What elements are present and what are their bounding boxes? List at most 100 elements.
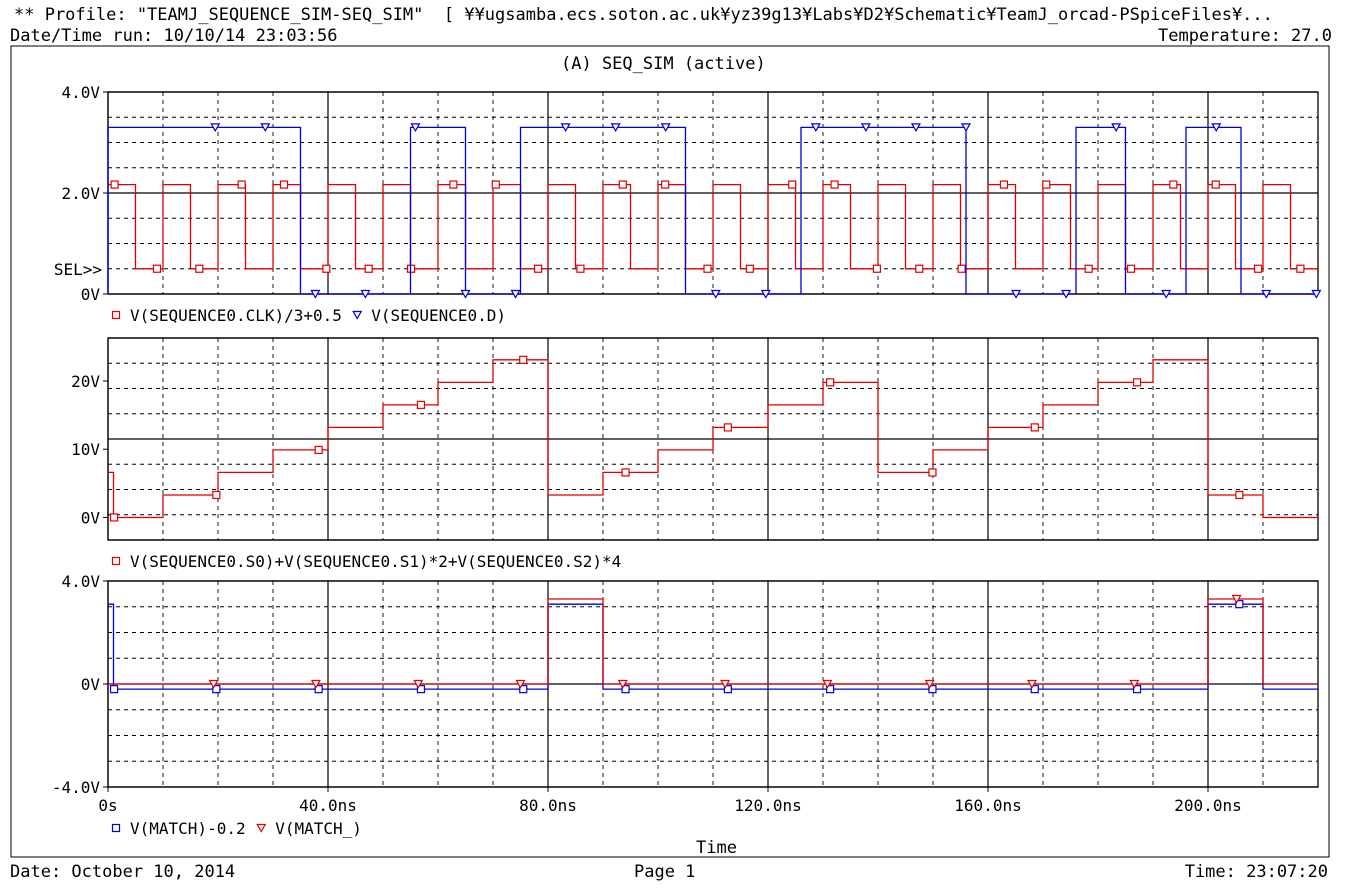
series-marker [360,289,371,299]
series-marker [510,289,521,299]
series-marker [720,679,731,689]
series-marker [533,264,543,273]
legend-marker [256,823,267,833]
series-marker [410,123,421,133]
series-marker [1161,289,1172,299]
series-marker [621,685,630,694]
plot-frame [107,337,1319,541]
x-tick-label: 40.0ns [299,796,357,815]
series-marker [1042,180,1051,189]
series-marker [210,123,221,133]
series-marker [810,123,821,133]
series-1 [108,355,1318,522]
series-marker [260,123,271,133]
series-marker [872,264,882,273]
series-marker [826,378,835,387]
series-marker [314,445,323,455]
x-tick-label: 200.0ns [1174,796,1241,815]
series-marker [1211,180,1220,189]
series-marker [915,264,924,273]
series-marker [1084,264,1093,273]
series-line [108,183,1318,270]
x-tick-label: 0s [98,796,117,815]
series-marker [519,355,528,364]
outer-frame [10,45,1330,858]
series-marker [723,423,732,432]
legend-label: V(MATCH_) [275,819,362,838]
x-tick-label: 160.0ns [954,796,1021,815]
y-tick-label: 4.0V [61,83,100,102]
sel-marker-label: SEL>> [54,260,102,279]
series-marker [364,264,373,273]
series-marker [826,685,835,694]
series-marker [1261,289,1272,299]
y-tick-label: 4.0V [61,572,100,591]
series-marker [910,123,921,133]
series-marker [999,180,1009,189]
series-marker [617,679,628,689]
series-marker [860,123,871,133]
series-marker [928,685,937,694]
y-tick-label: 10V [71,440,100,459]
series-marker [1169,180,1178,189]
series-marker [957,264,966,273]
series-marker [1011,289,1022,299]
series-marker [1311,289,1322,299]
series-marker [830,180,839,189]
legend-label: V(MATCH)-0.2 [130,819,246,838]
series-marker [310,289,321,299]
x-tick-label: 120.0ns [734,796,801,815]
series-marker [745,264,754,273]
legend-marker [352,310,363,320]
legend-label: V(SEQUENCE0.S0)+V(SEQUENCE0.S1)*2+V(SEQU… [130,552,621,571]
legend-marker [111,310,121,320]
datetime-run: Date/Time run: 10/10/14 23:03:56 [10,26,338,46]
legend-label: V(SEQUENCE0.CLK)/3+0.5 [130,306,342,325]
series-marker [723,685,732,694]
y-tick-label: 0V [81,508,101,527]
plot-1: 4.0V 2.0V 0V SEL>> V(SEQUENCE0.CLK)/3+0.5 V(S… [54,83,1322,325]
footer-time: Time: 23:07:20 [1184,862,1328,882]
series-marker [110,180,119,189]
x-tick-label: 80.0ns [519,796,577,815]
series-marker [703,264,712,273]
series-marker [560,123,571,133]
series-marker [576,264,585,273]
profile-line: ** Profile: "TEAMJ_SEQUENCE_SIM-SEQ_SIM"… [14,5,1273,25]
plot-2: 20V 10V 0V V(SEQUENCE0.S0)+V(SEQUENCE0.S1)*… [71,337,1319,571]
x-axis-label: Time [696,838,737,858]
series-marker [1030,685,1039,694]
series-marker [618,180,627,189]
series-line [108,598,1318,685]
y-tick-label: 0V [81,675,101,694]
series-marker [314,685,323,694]
series-marker [515,679,526,689]
series-marker [1132,378,1142,387]
series-marker [322,264,331,273]
series-marker [310,679,321,689]
series-marker [760,289,771,299]
series-marker [1026,679,1038,689]
series-marker [519,685,528,694]
series-marker [710,289,721,299]
temperature: Temperature: 27.0 [1158,26,1332,46]
series-marker [924,679,935,689]
series-marker [1296,264,1305,273]
series-marker [279,180,289,189]
series-marker [1111,123,1122,133]
footer-date: Date: October 10, 2014 [10,862,236,882]
series-marker [212,685,221,694]
series-marker [1126,264,1136,273]
series-marker [1132,685,1142,694]
legend-label: V(SEQUENCE0.D) [371,306,506,325]
series-marker [788,180,797,189]
series-marker [416,685,426,694]
footer-page: Page 1 [634,862,696,882]
series-marker [1235,490,1244,500]
series-marker [212,490,221,500]
series-2 [107,123,1322,299]
series-marker [413,679,424,689]
series-marker [1231,594,1242,604]
series-marker [661,180,670,189]
series-marker [1235,600,1244,609]
